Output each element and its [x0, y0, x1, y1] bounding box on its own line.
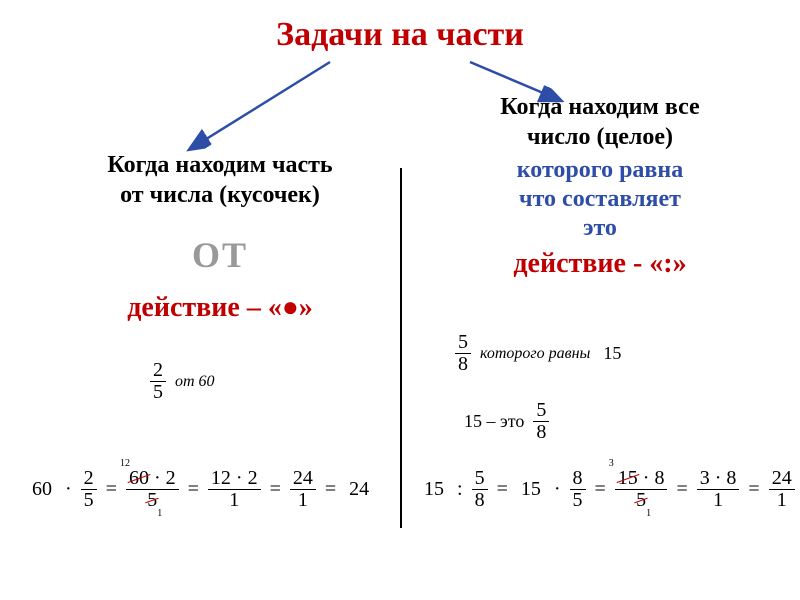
- cancel-sup: 3: [609, 458, 614, 469]
- right-column: Когда находим все число (целое) которого…: [420, 92, 780, 280]
- right-blue-keywords: которого равна что составляет это: [420, 156, 780, 242]
- frac-den: 8: [472, 490, 488, 511]
- frac-den: 51: [615, 490, 668, 511]
- frac-num: 24: [769, 468, 795, 490]
- left-equation: 60 · 2 5 = 12 60 · 2 51 = 12 · 2 1 = 24 …: [28, 468, 373, 511]
- frac-den: 5: [570, 490, 586, 511]
- frac-num: 24: [290, 468, 316, 490]
- frac-num: 12 · 2: [208, 468, 261, 490]
- fraction: 24 1: [290, 468, 316, 511]
- frac-den: 51: [126, 490, 179, 511]
- frac-num: 5: [455, 332, 471, 354]
- right-example-1: 5 8 которого равны 15: [455, 332, 625, 375]
- equals-icon: =: [744, 478, 763, 501]
- right-subhead-line2: число (целое): [527, 124, 673, 150]
- frac-den: 1: [290, 490, 316, 511]
- frac-num: 5: [472, 468, 488, 490]
- right-subhead-line1: Когда находим все: [500, 94, 699, 120]
- dot-icon: ·: [61, 478, 76, 501]
- right-equation: 15 : 5 8 = 15 · 8 5 = 3 15 · 8 51 = 3 · …: [420, 468, 800, 511]
- colon-icon: :: [453, 478, 467, 501]
- frac-den: 8: [533, 422, 549, 443]
- dot-icon: ·: [550, 478, 565, 501]
- frac-num: 5: [533, 400, 549, 422]
- left-subhead-line1: Когда находим часть: [107, 152, 332, 178]
- fraction: 5 8: [455, 332, 471, 375]
- right-blue-line2: что составляет: [519, 186, 681, 212]
- frac-den: 5: [81, 490, 97, 511]
- right-example-2: 15 – это 5 8: [460, 400, 549, 443]
- left-subhead-line2: от числа (кусочек): [120, 182, 320, 208]
- frac-num: 8: [570, 468, 586, 490]
- equals-icon: =: [184, 478, 203, 501]
- equals-icon: =: [493, 478, 512, 501]
- fraction: 3 · 8 1: [697, 468, 740, 511]
- frac-num: 2: [150, 360, 166, 382]
- fraction: 2 5: [81, 468, 97, 511]
- example-tail: от 60: [171, 373, 219, 391]
- frac-den: 8: [455, 354, 471, 375]
- fraction: 12 · 2 1: [208, 468, 261, 511]
- fraction: 24 1: [769, 468, 795, 511]
- right-blue-line1: которого равна: [517, 157, 683, 183]
- fraction: 3 15 · 8 51: [615, 468, 668, 511]
- equals-icon: =: [591, 478, 610, 501]
- left-keyword: ОТ: [40, 234, 400, 276]
- fraction: 8 5: [570, 468, 586, 511]
- frac-den: 1: [697, 490, 740, 511]
- left-column: Когда находим часть от числа (кусочек) О…: [40, 150, 400, 324]
- equals-icon: =: [266, 478, 285, 501]
- eq-lead: 60: [28, 478, 56, 501]
- frac-num: 15 · 8: [615, 468, 668, 490]
- left-example-1: 2 5 от 60: [150, 360, 219, 403]
- frac-den: 1: [208, 490, 261, 511]
- frac-num: 2: [81, 468, 97, 490]
- frac-num: 60 · 2: [126, 468, 179, 490]
- eq-mid: 15: [517, 478, 545, 501]
- fraction: 2 5: [150, 360, 166, 403]
- equals-icon: =: [321, 478, 340, 501]
- equals-icon: =: [672, 478, 691, 501]
- fraction: 5 8: [472, 468, 488, 511]
- fraction: 5 8: [533, 400, 549, 443]
- frac-num: 3 · 8: [697, 468, 740, 490]
- left-action: действие – «●»: [40, 292, 400, 324]
- eq-result: 24: [345, 478, 373, 501]
- example-tail: которого равны: [476, 345, 594, 363]
- right-blue-line3: это: [583, 215, 617, 241]
- example-tail-num: 15: [599, 343, 625, 364]
- right-subhead: Когда находим все число (целое): [420, 92, 780, 152]
- right-action: действие - «:»: [420, 248, 780, 280]
- fraction: 12 60 · 2 51: [126, 468, 179, 511]
- example2-lead: 15 – это: [460, 411, 528, 432]
- eq-lead: 15: [420, 478, 448, 501]
- frac-den: 5: [150, 382, 166, 403]
- column-divider: [400, 168, 402, 528]
- equals-icon: =: [102, 478, 121, 501]
- frac-den: 1: [769, 490, 795, 511]
- left-subhead: Когда находим часть от числа (кусочек): [40, 150, 400, 210]
